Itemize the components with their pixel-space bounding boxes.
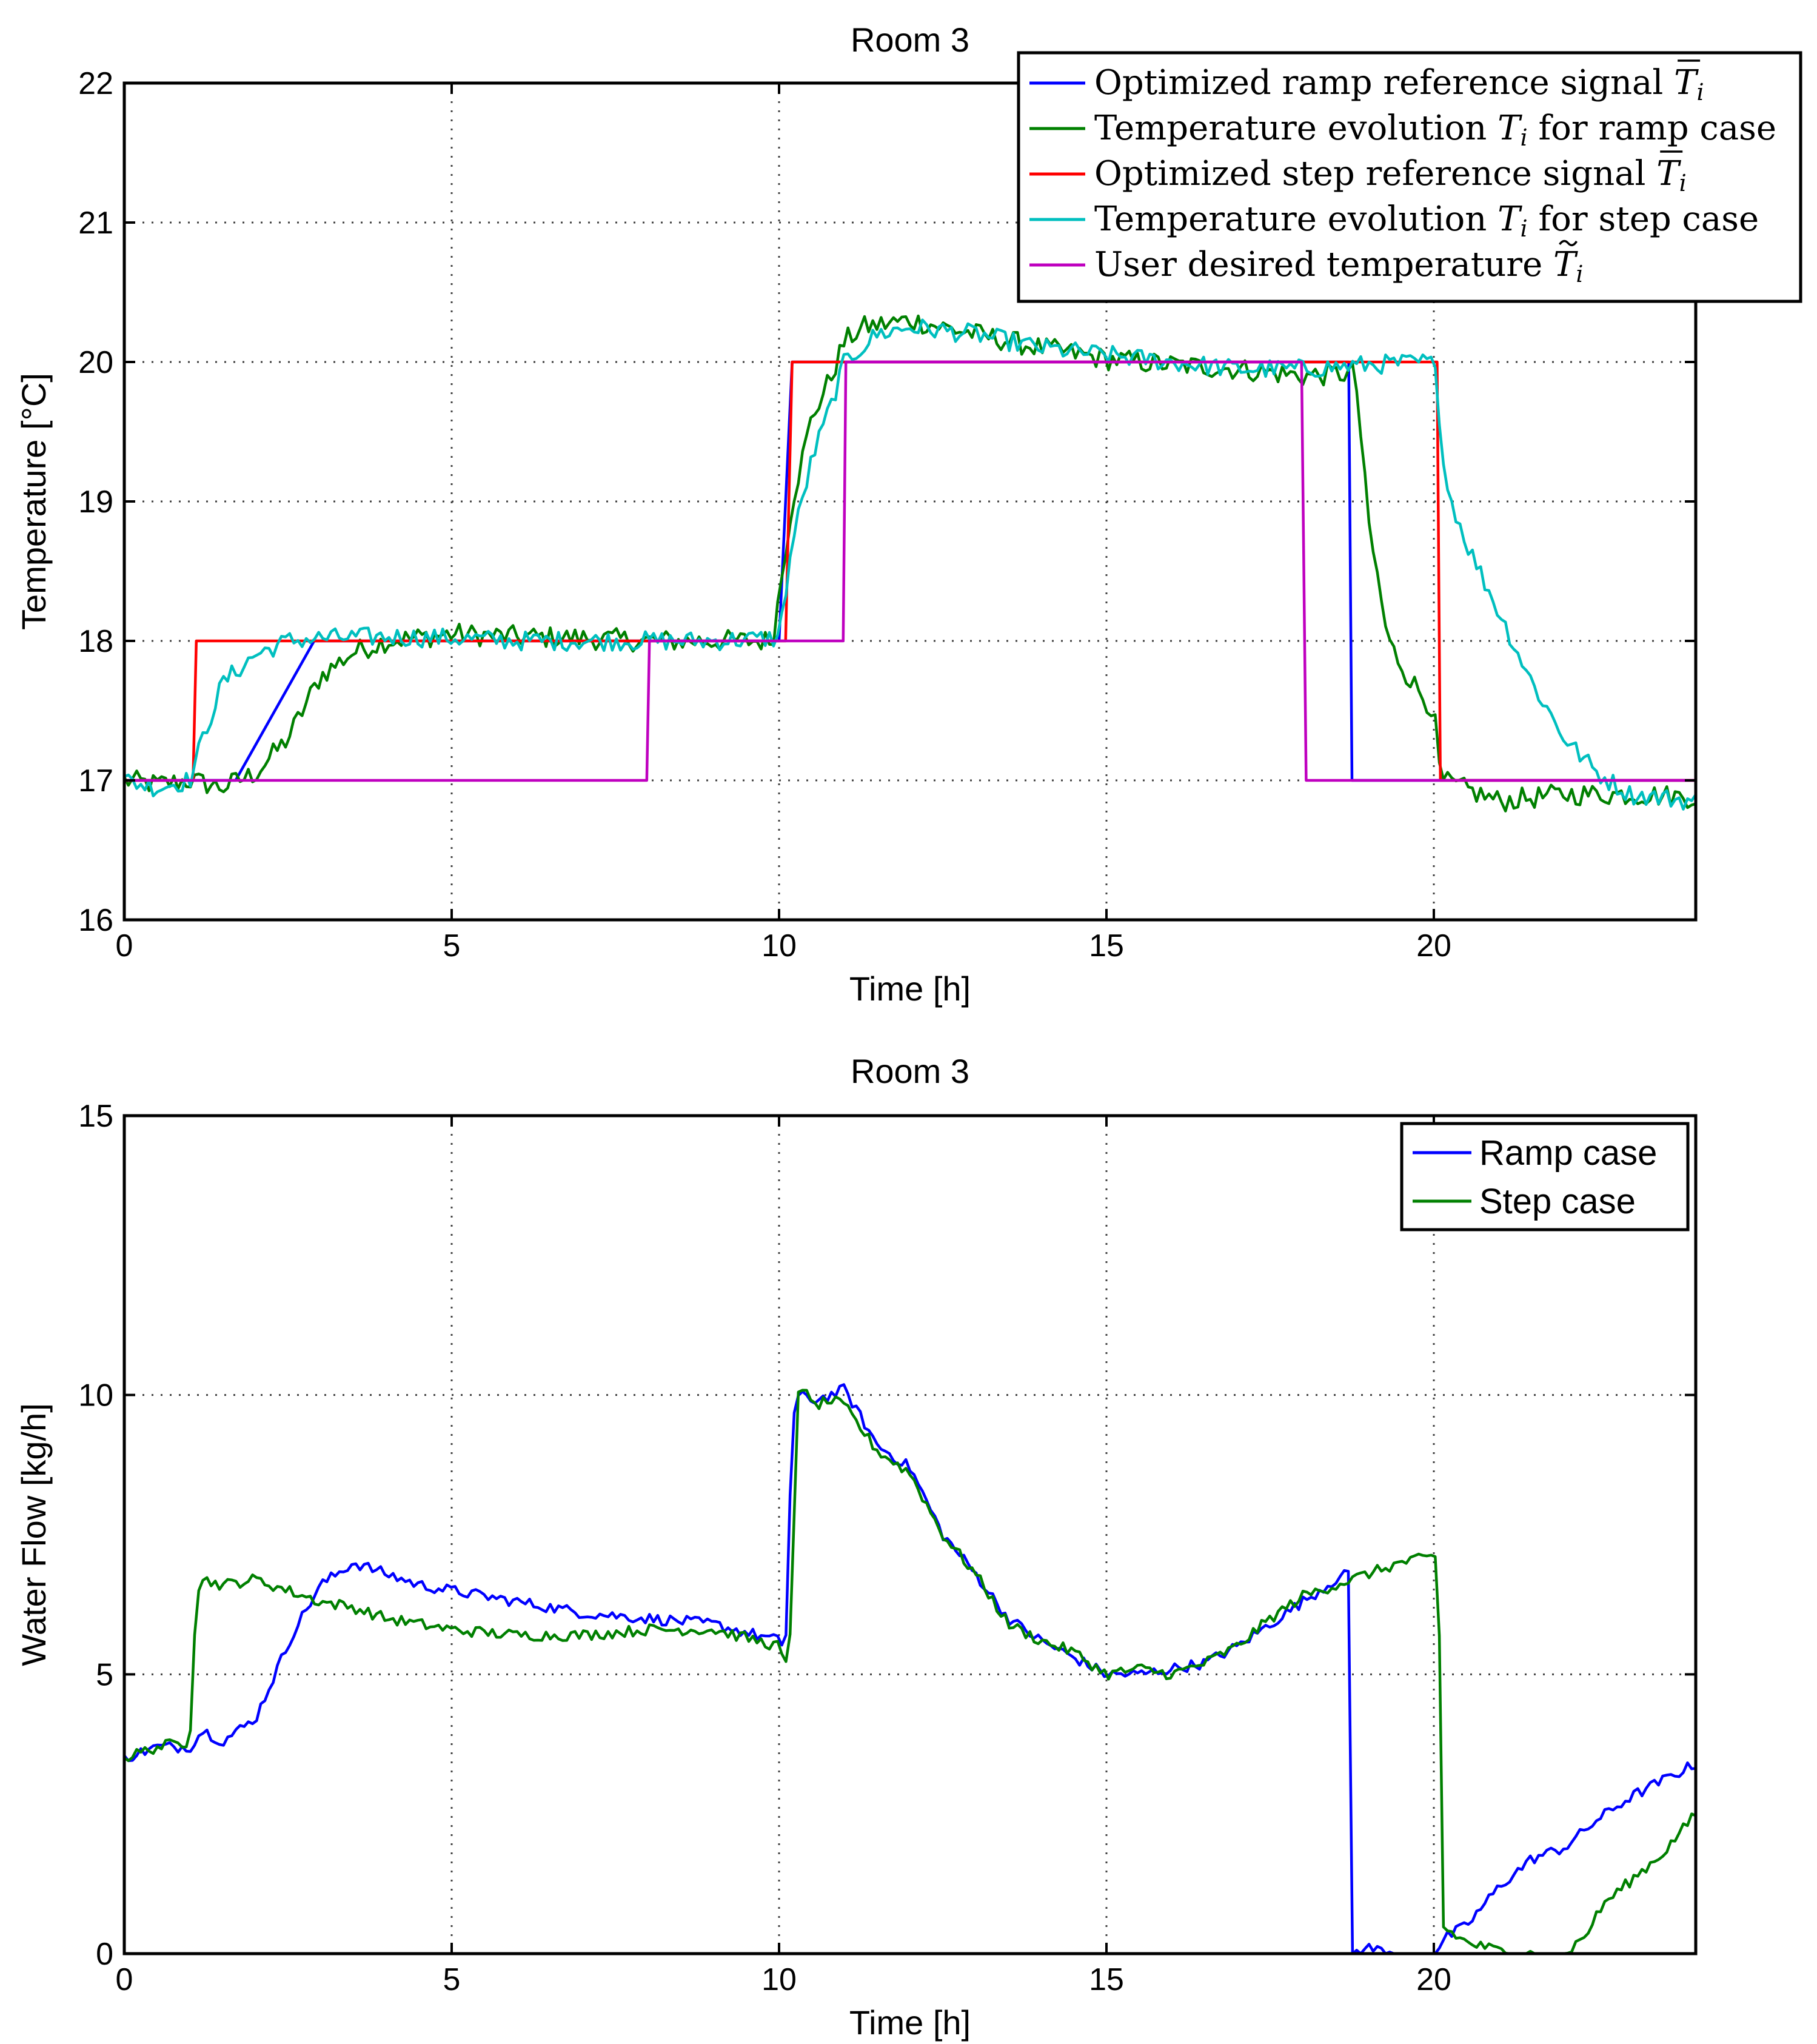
chart-2: 0 5 10 15 20 0 5 10 15 Room 3 Time [h] Water Flow [… [15,1052,1698,2042]
series-group [124,314,1696,813]
legend: Optimized ramp reference signal TiTemper… [1017,51,1802,303]
legend-symbol: T [1497,109,1522,148]
x-tick-label: 5 [443,1962,461,1997]
series-line-2 [124,1389,1696,1954]
x-tick-label: 20 [1416,928,1451,963]
chart-1: 0 5 10 15 20 16 17 18 19 20 21 22 Room 3 Time [h] Temp… [15,21,1802,1008]
legend-label: Temperature evolution Ti for ramp case [1094,109,1776,151]
y-tick-label: 19 [78,484,113,520]
legend-box [1400,1122,1690,1231]
legend-label: Optimized ramp reference signal Ti [1094,63,1704,106]
y-tick-label: 18 [78,624,113,659]
legend-symbol: T [1674,63,1699,102]
series-line-2 [124,314,1696,813]
x-axis-label: Time [h] [849,970,971,1008]
x-tick-label: 10 [761,928,797,963]
legend-label: Step case [1479,1182,1636,1221]
legend-label: Temperature evolution Ti for step case [1094,199,1759,242]
x-tick-label: 20 [1416,1962,1451,1997]
series-line-1 [124,1383,1696,1954]
y-tick-label: 20 [78,345,113,380]
x-tick-label: 0 [116,928,133,963]
series-line-3 [124,360,1696,782]
legend: Ramp case Step case [1400,1122,1690,1231]
legend-label: Ramp case [1479,1133,1657,1173]
y-tick-label: 15 [78,1099,113,1134]
x-tick-label: 0 [116,1962,133,1997]
y-axis-label: Water Flow [kg/h] [15,1403,53,1666]
legend-box [1017,51,1802,303]
y-tick-label: 17 [78,763,113,799]
x-tick-label: 10 [761,1962,797,1997]
legend-symbol: T [1553,245,1578,284]
x-tick-label: 5 [443,928,461,963]
chart-title: Room 3 [851,21,969,59]
y-axis-label: Temperature [°C] [15,373,53,630]
legend-label: Optimized step reference signal Ti [1094,154,1687,196]
x-tick-label: 15 [1089,928,1124,963]
tilde-accent [1559,240,1578,247]
y-tick-label: 0 [96,1937,113,1972]
series-line-1 [124,360,1696,782]
series-line-5 [124,360,1696,782]
x-tick-label: 15 [1089,1962,1124,1997]
y-tick-label: 10 [78,1378,113,1413]
y-tick-label: 16 [78,903,113,938]
chart-title: Room 3 [851,1052,969,1090]
series-group [124,1383,1696,1954]
x-axis-label: Time [h] [849,2003,971,2042]
legend-symbol: T [1656,154,1681,193]
legend-symbol: T [1497,199,1522,239]
plot-frame [122,1114,1698,1955]
series-line-4 [124,318,1696,811]
y-tick-label: 21 [78,206,113,241]
y-tick-label: 5 [96,1657,113,1692]
y-tick-label: 22 [78,66,113,101]
legend-label: User desired temperature Ti [1094,245,1584,287]
